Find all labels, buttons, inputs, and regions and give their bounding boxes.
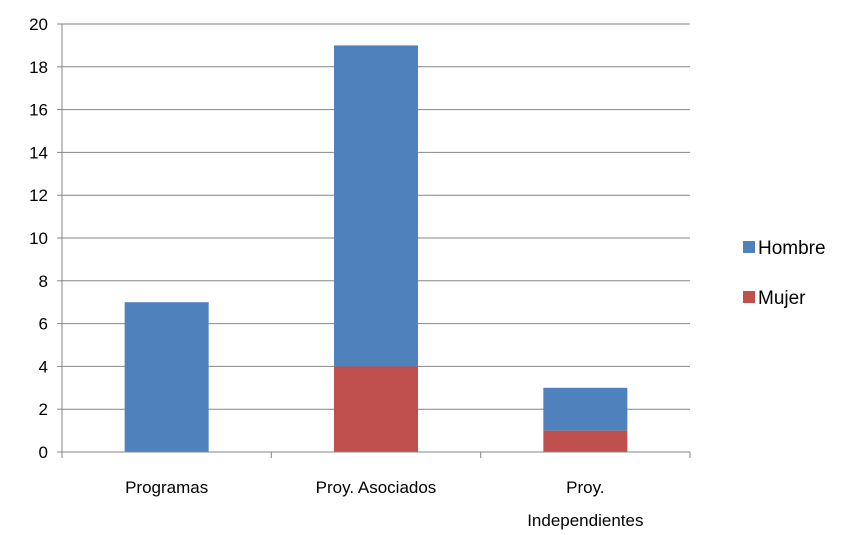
x-tick-label-line: Independientes [527,511,643,530]
x-tick-label: Proy. Independientes [527,478,643,530]
y-tick-label: 20 [29,15,48,34]
y-tick-label: 16 [29,101,48,120]
x-tick-label-line: Proy. [566,478,604,497]
bars [124,45,628,452]
bar-mujer-2 [543,430,628,452]
y-tick-label: 18 [29,58,48,77]
y-tick-label: 10 [29,229,48,248]
y-tick-label: 0 [39,443,48,462]
y-tick-label: 2 [39,400,48,419]
y-tick-label: 4 [39,357,48,376]
y-tick-label: 8 [39,272,48,291]
legend-label-mujer: Mujer [758,288,806,309]
bar-mujer-1 [334,366,418,452]
x-tick-label: Programas [125,478,208,497]
bar-hombre-0 [124,302,209,452]
bar-hombre-1 [334,45,418,367]
y-tick-label: 14 [29,143,48,162]
x-tick-label-line: Programas [125,478,208,497]
legend-swatch-hombre [743,241,755,253]
bar-hombre-2 [543,387,628,431]
x-tick-label-line: Proy. Asociados [316,478,437,497]
legend-swatch-mujer [743,291,755,303]
y-tick-label: 6 [39,315,48,334]
y-tick-label: 12 [29,186,48,205]
axes: 0 2 4 6 8 10 12 14 16 18 20 Programas Proy. Asociado… [29,15,691,530]
legend-label-hombre: Hombre [758,238,826,259]
legend: Hombre Mujer [743,238,826,309]
x-tick-label: Proy. Asociados [316,478,437,497]
